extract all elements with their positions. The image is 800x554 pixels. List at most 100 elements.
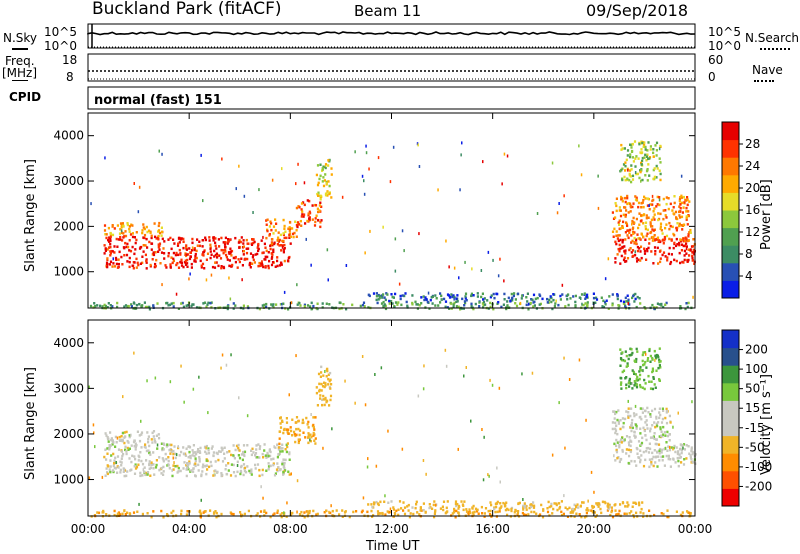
- data-cell: [324, 384, 327, 387]
- data-cell: [686, 223, 689, 226]
- data-cell: [257, 264, 260, 268]
- data-cell: [225, 473, 228, 476]
- data-cell: [308, 199, 311, 203]
- data-cell: [611, 515, 615, 519]
- data-cell: [163, 252, 166, 255]
- data-cell: [454, 516, 457, 519]
- data-cell: [455, 509, 458, 513]
- data-cell: [646, 228, 649, 232]
- data-cell: [243, 450, 247, 454]
- data-cell: [532, 501, 535, 504]
- data-cell: [648, 208, 651, 211]
- data-cell: [328, 192, 331, 196]
- data-cell: [581, 501, 584, 504]
- data-cell: [270, 252, 273, 255]
- data-cell: [123, 474, 126, 478]
- data-cell: [201, 262, 205, 266]
- data-cell: [325, 180, 328, 184]
- data-cell: [180, 450, 183, 454]
- data-cell: [641, 156, 644, 160]
- data-cell: [209, 256, 212, 260]
- data-cell: [632, 254, 635, 258]
- data-cell: [664, 446, 667, 450]
- data-cell: [126, 242, 129, 246]
- data-cell: [280, 261, 283, 265]
- data-cell: [625, 512, 628, 516]
- data-cell: [496, 500, 499, 504]
- data-cell: [613, 442, 616, 446]
- data-cell: [172, 305, 175, 308]
- data-cell: [276, 469, 279, 473]
- data-cell: [495, 505, 498, 509]
- data-cell: [685, 457, 688, 460]
- data-cell: [647, 374, 650, 378]
- data-cell: [694, 453, 697, 456]
- data-cell: [624, 417, 627, 421]
- data-cell: [646, 168, 649, 171]
- data-cell: [667, 252, 670, 256]
- data-cell: [171, 474, 174, 478]
- data-cell: [621, 167, 624, 170]
- data-cell: [140, 431, 144, 434]
- data-cell: [630, 353, 633, 356]
- data-cell: [138, 439, 142, 443]
- data-cell: [634, 242, 638, 245]
- data-cell: [201, 465, 204, 469]
- data-cell: [650, 463, 653, 466]
- data-cell: [685, 242, 688, 245]
- data-cell: [628, 248, 631, 252]
- data-cell: [122, 431, 125, 435]
- data-cell: [642, 450, 645, 454]
- data-cell: [627, 168, 629, 172]
- data-cell: [186, 258, 189, 262]
- data-cell: [597, 206, 600, 210]
- data-cell: [171, 468, 173, 472]
- data-cell: [268, 233, 271, 236]
- data-cell: [615, 197, 618, 200]
- data-cell: [558, 505, 562, 509]
- data-cell: [169, 452, 172, 455]
- data-cell: [121, 512, 124, 516]
- data-cell: [118, 232, 122, 235]
- data-cell: [669, 202, 672, 206]
- data-cell: [560, 500, 563, 503]
- data-cell: [307, 435, 310, 438]
- data-cell: [646, 197, 649, 200]
- data-cell: [153, 473, 156, 476]
- data-cell: [242, 239, 245, 242]
- data-cell: [444, 305, 447, 309]
- data-cell: [312, 431, 315, 435]
- data-cell: [547, 500, 550, 504]
- data-cell: [659, 172, 662, 176]
- data-cell: [158, 248, 161, 251]
- data-cell: [604, 277, 607, 281]
- data-cell: [653, 421, 656, 424]
- xtick-label: 12:00: [374, 522, 409, 536]
- data-cell: [422, 295, 425, 298]
- data-cell: [107, 302, 110, 305]
- data-cell: [659, 426, 662, 429]
- data-cell: [352, 510, 355, 514]
- data-cell: [361, 303, 365, 307]
- data-cell: [152, 253, 156, 257]
- data-cell: [482, 298, 485, 301]
- data-cell: [246, 414, 249, 418]
- data-cell: [252, 451, 255, 454]
- data-cell: [252, 211, 254, 214]
- data-cell: [628, 354, 632, 357]
- data-cell: [123, 436, 126, 439]
- data-cell: [548, 514, 551, 517]
- data-cell: [123, 254, 126, 257]
- data-cell: [280, 515, 283, 519]
- data-cell: [511, 299, 514, 302]
- data-cell: [314, 442, 317, 445]
- data-cell: [156, 443, 159, 447]
- data-cell: [467, 512, 470, 516]
- data-cell: [228, 259, 231, 262]
- data-cell: [321, 302, 324, 305]
- data-cell: [474, 507, 478, 511]
- data-cell: [327, 373, 330, 376]
- data-cell: [660, 421, 664, 424]
- data-cell: [291, 232, 295, 236]
